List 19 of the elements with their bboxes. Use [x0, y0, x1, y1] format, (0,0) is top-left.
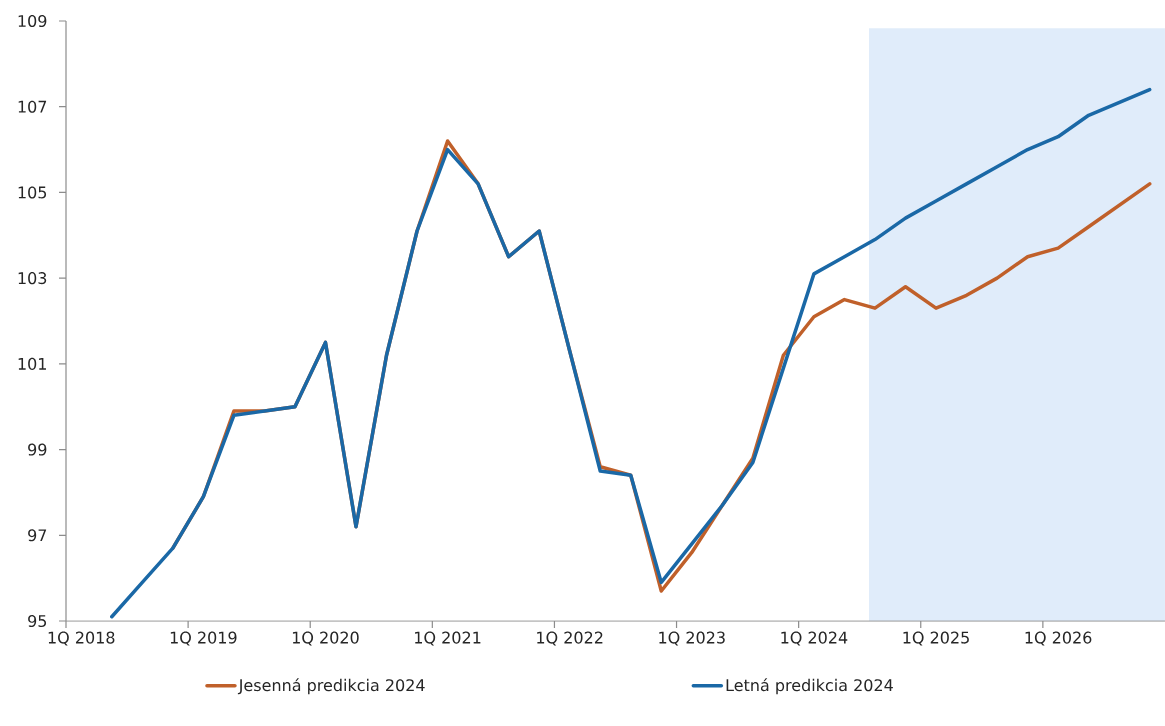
- x-tick-label: 1Q 2020: [292, 631, 359, 646]
- y-tick-label: 109: [18, 14, 47, 28]
- y-tick-label: 99: [28, 443, 47, 456]
- x-tick-label: 1Q 2026: [1025, 631, 1092, 646]
- y-tick-label: 101: [18, 357, 46, 370]
- x-tick-label: 1Q 2024: [781, 631, 848, 646]
- legend-label: Jesenná predikcia 2024: [237, 678, 425, 695]
- y-tick-label: 105: [18, 186, 47, 199]
- y-tick-label: 97: [28, 529, 47, 542]
- x-tick-label: 1Q 2023: [659, 631, 725, 646]
- x-tick-label: 1Q 2025: [903, 631, 969, 646]
- x-tick-label: 1Q 2022: [537, 631, 603, 646]
- y-tick-label: 103: [18, 272, 47, 285]
- y-tick-label: 95: [28, 614, 47, 628]
- legend-label: Letná predikcia 2024: [726, 678, 893, 695]
- y-tick-label: 107: [18, 100, 47, 113]
- x-tick-label: 1Q 2018: [48, 631, 115, 646]
- x-tick-label: 1Q 2021: [415, 631, 481, 646]
- x-tick-label: 1Q 2019: [170, 631, 237, 646]
